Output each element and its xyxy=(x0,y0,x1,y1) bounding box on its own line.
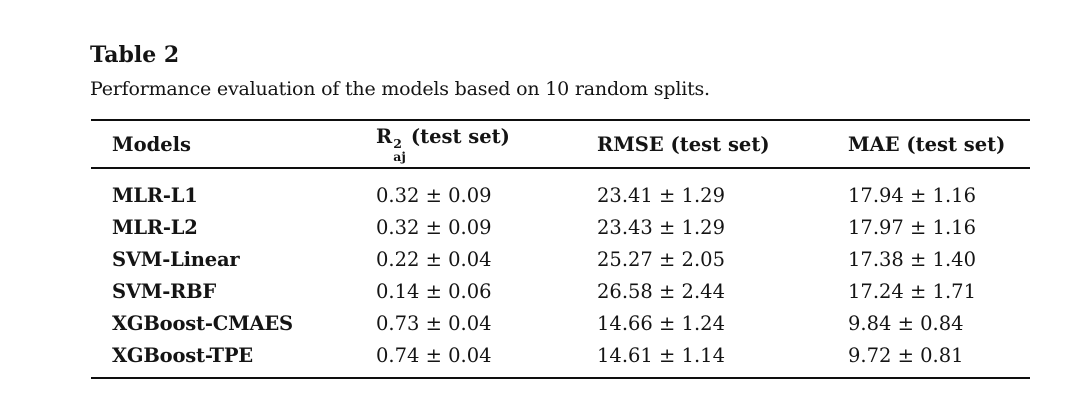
r2-value: 0.73 ± 0.04 xyxy=(376,311,492,335)
rmse-value: 14.61 ± 1.14 xyxy=(597,343,725,367)
column-header-rmse: RMSE (test set) xyxy=(597,132,770,156)
table-row-mlr-l2: MLR-L2 0.32 ± 0.09 23.43 ± 1.29 17.97 ± … xyxy=(91,211,1030,243)
performance-table: Models R 2 aj (test set) RMSE (test set) MA… xyxy=(91,119,1030,379)
table-number-label: Table 2 xyxy=(90,42,180,68)
mae-value: 9.72 ± 0.81 xyxy=(848,343,964,367)
model-name: XGBoost-CMAES xyxy=(112,311,293,335)
mae-value: 17.97 ± 1.16 xyxy=(848,215,976,239)
mae-value: 9.84 ± 0.84 xyxy=(848,311,964,335)
column-header-mae: MAE (test set) xyxy=(848,132,1006,156)
column-header-models: Models xyxy=(112,132,192,156)
model-name: MLR-L1 xyxy=(112,183,198,207)
r2-subscript: aj xyxy=(393,149,406,164)
r2-superscript: 2 xyxy=(393,135,402,151)
table-row-svm-rbf: SVM-RBF 0.14 ± 0.06 26.58 ± 2.44 17.24 ±… xyxy=(91,275,1030,307)
r2-suffix: (test set) xyxy=(410,124,510,148)
rmse-value: 23.43 ± 1.29 xyxy=(597,215,725,239)
table-row-svm-linear: SVM-Linear 0.22 ± 0.04 25.27 ± 2.05 17.3… xyxy=(91,243,1030,275)
rmse-value: 25.27 ± 2.05 xyxy=(597,247,725,271)
table-header-row: Models R 2 aj (test set) RMSE (test set) MA… xyxy=(91,121,1030,169)
table-body: MLR-L1 0.32 ± 0.09 23.41 ± 1.29 17.94 ± … xyxy=(91,169,1030,377)
table-description: Performance evaluation of the models bas… xyxy=(90,78,710,100)
r2-value: 0.14 ± 0.06 xyxy=(376,279,492,303)
mae-value: 17.38 ± 1.40 xyxy=(848,247,976,271)
r2-value: 0.22 ± 0.04 xyxy=(376,247,492,271)
model-name: SVM-RBF xyxy=(112,279,217,303)
column-header-r2-adjusted: R 2 aj (test set) xyxy=(376,125,597,164)
table-row-xgboost-tpe: XGBoost-TPE 0.74 ± 0.04 14.61 ± 1.14 9.7… xyxy=(91,339,1030,371)
model-name: MLR-L2 xyxy=(112,215,198,239)
rmse-value: 23.41 ± 1.29 xyxy=(597,183,725,207)
table-caption: Table 2 Performance evaluation of the mo… xyxy=(90,42,710,102)
r2-value: 0.32 ± 0.09 xyxy=(376,183,492,207)
r2-script-stack: 2 aj xyxy=(393,135,406,164)
mae-value: 17.94 ± 1.16 xyxy=(848,183,976,207)
r2-value: 0.32 ± 0.09 xyxy=(376,215,492,239)
model-name: XGBoost-TPE xyxy=(112,343,253,367)
table-row-xgboost-cmaes: XGBoost-CMAES 0.73 ± 0.04 14.66 ± 1.24 9… xyxy=(91,307,1030,339)
rmse-value: 14.66 ± 1.24 xyxy=(597,311,725,335)
r2-value: 0.74 ± 0.04 xyxy=(376,343,492,367)
table-row-mlr-l1: MLR-L1 0.32 ± 0.09 23.41 ± 1.29 17.94 ± … xyxy=(91,179,1030,211)
r2-base: R xyxy=(376,124,393,148)
model-name: SVM-Linear xyxy=(112,247,240,271)
rmse-value: 26.58 ± 2.44 xyxy=(597,279,725,303)
mae-value: 17.24 ± 1.71 xyxy=(848,279,976,303)
